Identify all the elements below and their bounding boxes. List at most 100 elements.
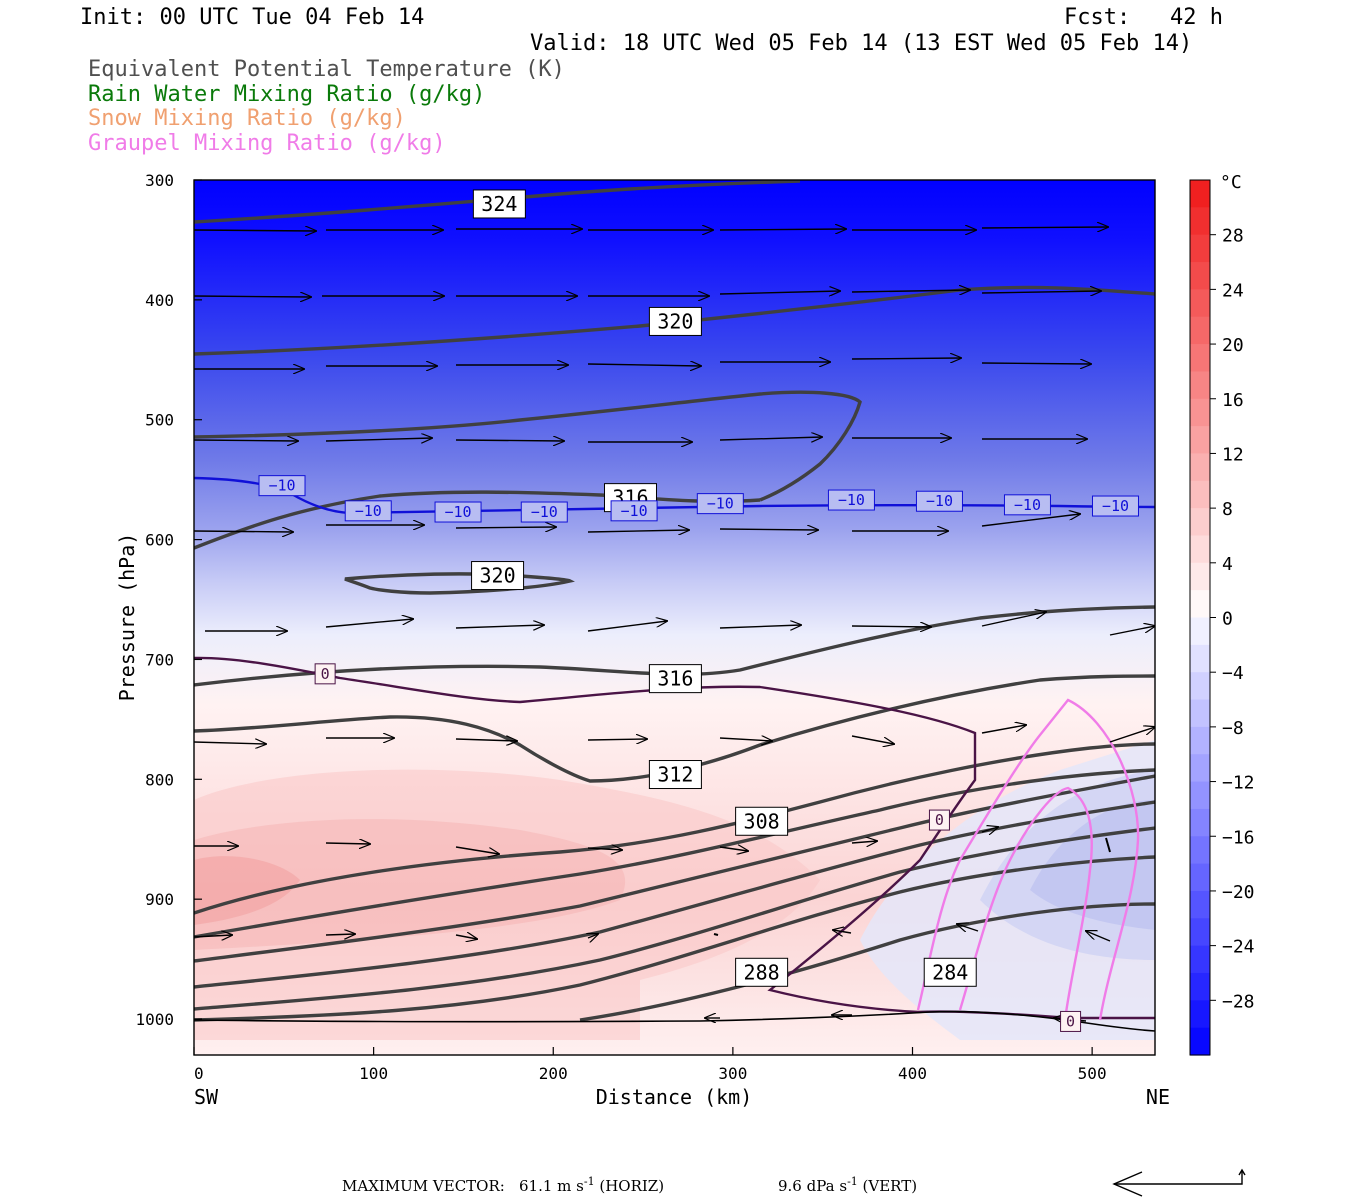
legend-rain: Rain Water Mixing Ratio (g/kg) (88, 82, 486, 107)
colorbar-swatch (1190, 398, 1210, 427)
temperature-label: 0 (1066, 1012, 1075, 1030)
theta-e-label-box (648, 664, 702, 694)
colorbar-swatch (1190, 972, 1210, 1001)
valid-time: Valid: 18 UTC Wed 05 Feb 14 (13 EST Wed … (530, 31, 1193, 56)
y-tick-label: 1000 (135, 1010, 174, 1029)
x-tick-label: 300 (718, 1064, 747, 1083)
theta-e-label: 320 (480, 564, 516, 588)
y-tick-label: 800 (145, 770, 174, 789)
colorbar-swatch (1190, 781, 1210, 810)
colorbar-swatch (1190, 890, 1210, 919)
temperature-label: −10 (1014, 496, 1041, 514)
colorbar-swatch (1190, 644, 1210, 673)
theta-e-label-box (472, 189, 526, 219)
colorbar-swatch (1190, 726, 1210, 755)
theta-e-label: 324 (481, 192, 517, 216)
x-axis: 0 100 200 300 400 500 (193, 1047, 1107, 1083)
colorbar-label: 12 (1222, 444, 1244, 465)
temperature-label-box (314, 663, 336, 685)
x-end-label-ne: NE (1146, 1085, 1170, 1109)
colorbar-swatch (1190, 808, 1210, 837)
temperature-label: −10 (355, 502, 382, 520)
colorbar-swatch (1190, 316, 1210, 345)
theta-e-label-box (471, 561, 525, 591)
colorbar-swatch (1190, 262, 1210, 290)
x-tick-label: 200 (539, 1064, 568, 1083)
colorbar-swatch (1190, 535, 1210, 564)
colorbar-swatch (1190, 836, 1210, 865)
colorbar-label: 24 (1222, 280, 1244, 301)
x-tick-label: 400 (898, 1064, 927, 1083)
temperature-label-box (434, 501, 482, 523)
x-axis-title: Distance (km) (596, 1085, 753, 1109)
max-vector-caption: MAXIMUM VECTOR: 61.1 m s-1 (HORIZ) 9.6 d… (342, 1175, 917, 1195)
colorbar-swatch (1190, 562, 1210, 591)
colorbar-swatch (1190, 672, 1210, 701)
theta-e-label-box (648, 760, 702, 790)
x-tick-label: 500 (1078, 1064, 1107, 1083)
colorbar-swatch (1190, 617, 1210, 646)
reference-vector (1112, 1168, 1246, 1197)
forecast-hour: Fcst: 42 h (1064, 5, 1223, 30)
y-axis-title: Pressure (hPa) (115, 533, 139, 702)
colorbar-label: 20 (1222, 335, 1244, 356)
y-tick-label: 400 (145, 291, 174, 310)
temperature-label-box (1060, 1010, 1082, 1032)
x-end-label-sw: SW (194, 1085, 219, 1109)
temperature-label: −10 (838, 491, 865, 509)
temperature-label-box (915, 490, 963, 512)
colorbar-swatch (1190, 863, 1210, 892)
temperature-label-box (696, 493, 744, 515)
temperature-label: 0 (321, 665, 330, 683)
temperature-label-box (344, 500, 392, 522)
theta-e-label: 312 (657, 763, 693, 787)
x-tick-label: 0 (194, 1064, 204, 1083)
theta-e-label: 284 (932, 960, 968, 984)
y-axis: 300 400 500 600 700 800 900 1000 (135, 171, 202, 1029)
colorbar-swatch (1190, 234, 1210, 263)
colorbar-swatch (1190, 207, 1210, 236)
temperature-label: −10 (1102, 497, 1129, 515)
colorbar-label: 28 (1222, 226, 1244, 247)
temperature-label: −10 (926, 492, 953, 510)
colorbar-label: −20 (1222, 882, 1255, 903)
colorbar-swatch (1190, 754, 1210, 783)
temperature-label-box (827, 489, 875, 511)
colorbar-swatch (1190, 1000, 1210, 1029)
colorbar-label: 4 (1222, 554, 1233, 575)
graupel-contours (916, 698, 1140, 1021)
temperature-label-box (1091, 495, 1139, 517)
legend-snow: Snow Mixing Ratio (g/kg) (88, 106, 406, 131)
temperature-label-box (928, 809, 950, 831)
colorbar-label: −4 (1222, 663, 1244, 684)
init-time: Init: 00 UTC Tue 04 Feb 14 (80, 5, 425, 30)
colorbar-unit: °C (1220, 172, 1242, 193)
legend-theta-e: Equivalent Potential Temperature (K) (88, 57, 565, 82)
colorbar-swatch (1190, 371, 1210, 400)
temperature-label-box (258, 475, 306, 497)
colorbar-label: −12 (1222, 773, 1255, 794)
temperature-label: −10 (445, 503, 472, 521)
theta-e-label-box (735, 806, 789, 836)
y-tick-label: 700 (145, 650, 174, 669)
colorbar-label: 16 (1222, 390, 1244, 411)
colorbar-label: 8 (1222, 499, 1233, 520)
theta-e-label: 288 (744, 960, 780, 984)
colorbar-swatch (1190, 289, 1210, 318)
y-tick-label: 600 (145, 531, 174, 550)
colorbar-label: 0 (1222, 609, 1233, 630)
temperature-label-box (520, 501, 568, 523)
theta-e-label: 320 (657, 309, 693, 333)
x-tick-label: 100 (359, 1064, 388, 1083)
colorbar-swatch (1190, 1027, 1210, 1056)
colorbar: 28 24 20 16 12 8 4 0 −4 −8 −12 −16 −20 −24 −28 (1189, 179, 1255, 1056)
colorbar-swatch (1190, 508, 1210, 537)
temperature-label: −10 (621, 502, 648, 520)
colorbar-swatch (1190, 918, 1210, 947)
wind-vectors (194, 227, 1155, 1021)
temperature-label-box (1003, 494, 1051, 516)
colorbar-label: −16 (1222, 827, 1255, 848)
theta-e-label-box (735, 957, 789, 987)
